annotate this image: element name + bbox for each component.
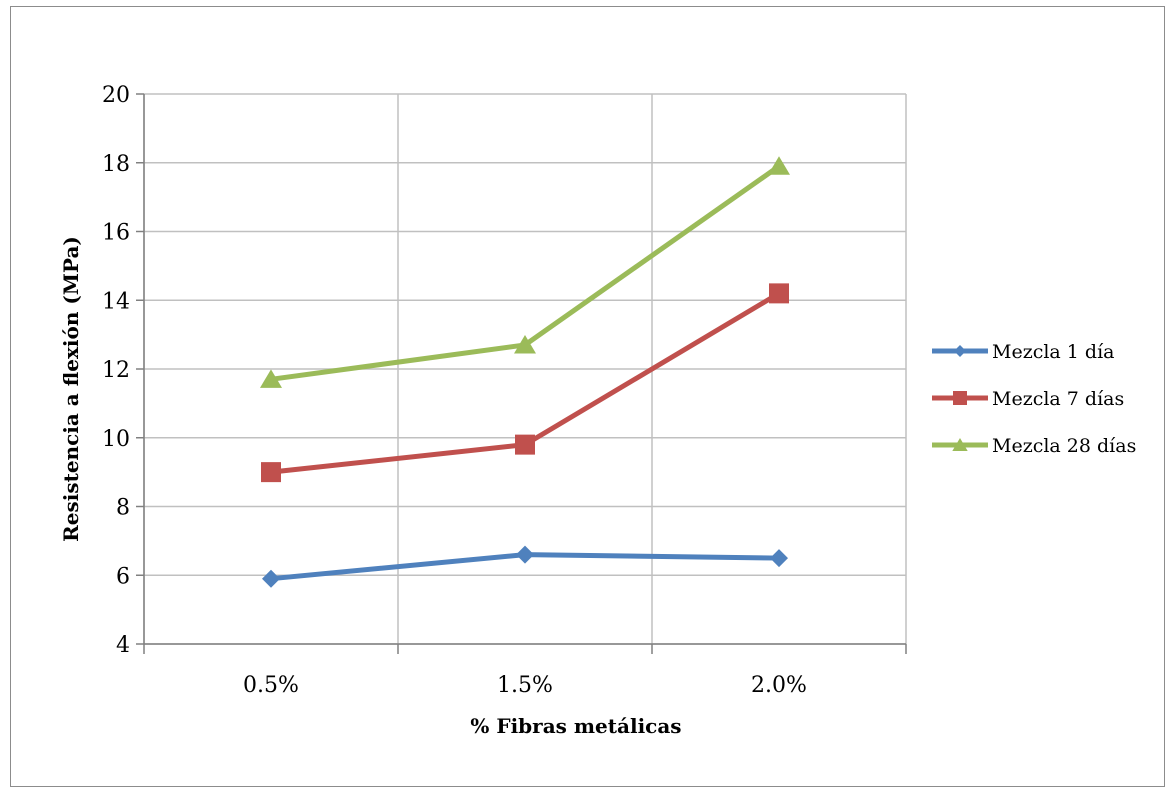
series-3 xyxy=(260,156,790,388)
legend-marker xyxy=(952,438,968,451)
data-point xyxy=(514,334,536,354)
x-tick-label: 2.0% xyxy=(751,673,807,698)
legend: Mezcla 1 día Mezcla 7 días Mezcla 28 días xyxy=(932,341,1136,457)
y-tick-label: 18 xyxy=(102,152,130,177)
x-tick-label: 1.5% xyxy=(497,673,553,698)
x-tick-label: 0.5% xyxy=(243,673,299,698)
y-tick-label: 4 xyxy=(116,633,130,658)
legend-item: Mezcla 28 días xyxy=(932,435,1136,457)
x-axis-title: % Fibras metálicas xyxy=(470,714,681,738)
data-point xyxy=(515,434,535,455)
data-point xyxy=(262,569,280,588)
y-tick-label: 16 xyxy=(102,221,130,246)
y-tick-label: 6 xyxy=(116,564,130,589)
y-tick-label: 14 xyxy=(102,289,130,314)
axes: 4 6 8 10 12 14 16 18 20 0.5% 1.5% 2.0% xyxy=(102,83,907,698)
y-axis-title: Resistencia a flexión (MPa) xyxy=(59,236,83,542)
series-1 xyxy=(262,545,788,588)
data-point xyxy=(770,549,788,568)
data-point xyxy=(260,369,282,388)
legend-marker xyxy=(954,345,966,357)
legend-label: Mezcla 1 día xyxy=(992,341,1115,363)
y-tick-label: 20 xyxy=(102,83,130,108)
y-tick-label: 10 xyxy=(102,427,130,452)
y-tick-label: 8 xyxy=(116,496,130,521)
data-point xyxy=(516,545,534,564)
legend-label: Mezcla 7 días xyxy=(992,388,1124,410)
legend-item: Mezcla 1 día xyxy=(932,341,1115,363)
data-point xyxy=(768,156,790,175)
series-lines xyxy=(260,156,790,588)
legend-label: Mezcla 28 días xyxy=(992,435,1136,457)
legend-item: Mezcla 7 días xyxy=(932,388,1124,410)
y-tick-label: 12 xyxy=(102,358,130,383)
chart-area: 4 6 8 10 12 14 16 18 20 0.5% 1.5% 2.0% Mezcla 1 día… xyxy=(10,6,1165,787)
series-2 xyxy=(261,283,789,483)
data-point xyxy=(769,283,789,304)
data-point xyxy=(261,462,281,483)
legend-marker xyxy=(953,391,967,405)
